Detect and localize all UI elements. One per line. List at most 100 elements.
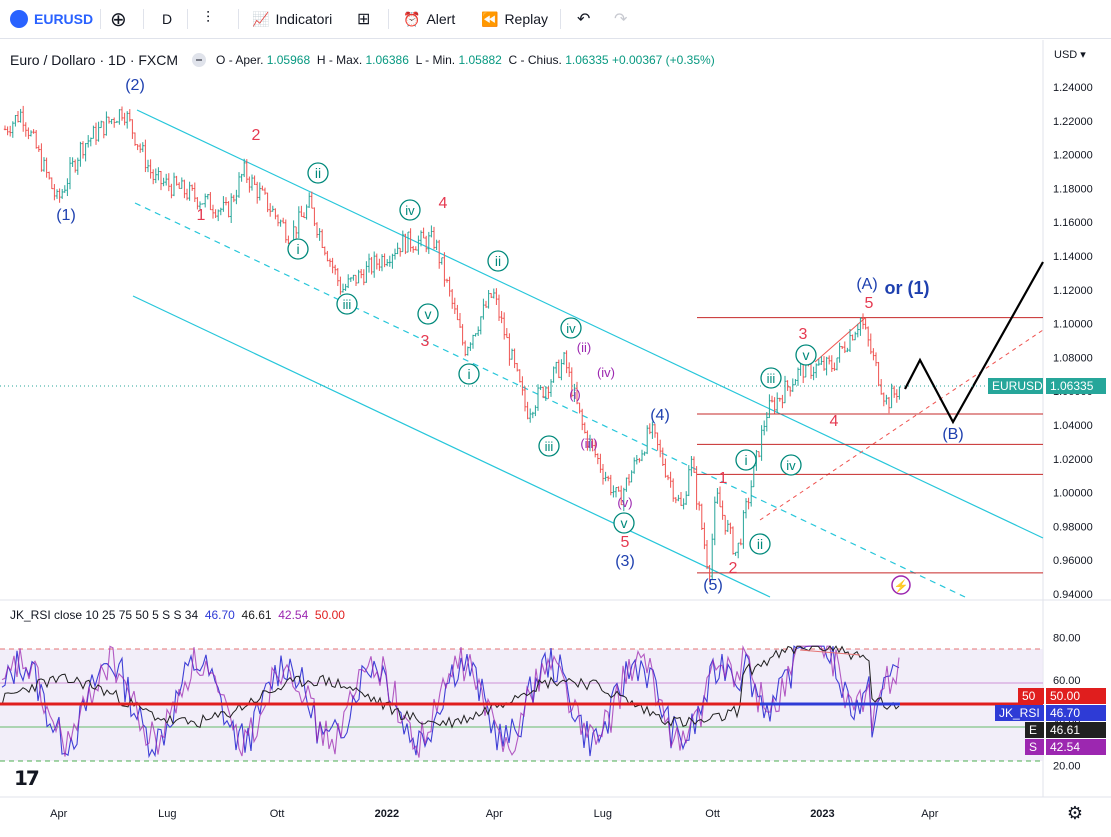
settings-gear-icon[interactable]: ⚙ [1067, 803, 1083, 823]
time-tick-label: Apr [921, 808, 938, 820]
wave-label: 3 [421, 333, 430, 350]
rsi-value-3: 42.54 [278, 608, 309, 622]
compare-plus-icon[interactable]: ⊕ [110, 8, 127, 31]
indicators-label: Indicatori [275, 11, 333, 27]
price-tick-label: 1.12000 [1053, 285, 1093, 297]
indicators-button[interactable]: 📈 Indicatori [252, 0, 332, 38]
toolbar-divider [238, 9, 239, 29]
wave-label: 4 [439, 195, 448, 212]
symbol-label: EURUSD [34, 11, 94, 27]
channel-upper-line [136, 109, 1044, 539]
time-tick-label: Ott [270, 808, 285, 820]
wave-label: 3 [799, 326, 808, 343]
wave-label: (A) [856, 276, 877, 293]
legend-toggle-icon[interactable] [192, 53, 207, 67]
alert-label: Alert [426, 11, 456, 27]
last-price-tag: 1.06335 [1046, 378, 1106, 394]
price-tick-label: 1.14000 [1053, 251, 1093, 263]
projection-path [904, 261, 1044, 425]
low-value: 1.05882 [458, 53, 502, 67]
low-label: L - Min. [415, 53, 456, 67]
price-tick-label: 1.08000 [1053, 352, 1093, 364]
wave-label: v [425, 306, 432, 322]
symbol-search[interactable]: EURUSD [10, 0, 93, 38]
wave-label: iii [343, 297, 352, 312]
top-toolbar: EURUSD ⊕ D ⫶ 📈 Indicatori ⊞ ⏰ Alert ⏪ Re… [0, 0, 1111, 39]
wave-label-circle [735, 449, 757, 471]
wave-label: (5) [703, 577, 723, 594]
wave-label-circle [458, 363, 480, 385]
templates-icon[interactable]: ⊞ [357, 11, 371, 28]
channel-mid-line [134, 202, 966, 598]
price-tag-value: 1.06335 [1050, 379, 1094, 393]
wave-label: ii [495, 253, 501, 269]
time-tick-label: Apr [50, 808, 67, 820]
wave-label: (1) [56, 207, 76, 224]
currency-selector[interactable]: USD ▾ [1054, 49, 1086, 61]
open-label: O - Aper. [216, 53, 264, 67]
price-tick-label: 0.96000 [1053, 555, 1093, 567]
wave-label: iv [786, 458, 796, 473]
rsi-series [1, 644, 900, 759]
redo-icon[interactable]: ↷ [614, 11, 628, 28]
tag-text: 46.70 [1050, 706, 1081, 720]
time-tick-label: Lug [158, 808, 176, 820]
wave-label: 2 [729, 560, 738, 577]
wave-label: iii [767, 371, 776, 386]
replay-label: Replay [504, 11, 549, 27]
time-tick-label: 2022 [375, 808, 399, 820]
price-tick-label: 0.94000 [1053, 589, 1093, 601]
high-value: 1.06386 [365, 53, 409, 67]
alert-button[interactable]: ⏰ Alert [403, 0, 455, 38]
price-tick-label: 0.98000 [1053, 521, 1093, 533]
wave-label: or (1) [885, 278, 930, 298]
wave-labels: (1)(2)12iiiiiiivv34iiiiiiivv(i)(ii)(iii)… [56, 77, 963, 594]
wave-label-circle [399, 199, 421, 221]
rsi-divergence-line [799, 649, 861, 656]
tag-text: 42.54 [1050, 740, 1081, 754]
tag-text: 50 [1022, 689, 1036, 703]
close-label: C - Chius. [508, 53, 562, 67]
undo-icon[interactable]: ↶ [577, 11, 591, 28]
rsi-line [1, 645, 900, 729]
wave-label: ii [315, 165, 321, 181]
price-tick-label: 1.22000 [1053, 116, 1093, 128]
price-tick-label: 1.24000 [1053, 82, 1093, 94]
alert-clock-icon: ⏰ [403, 10, 421, 27]
wave-label: 1 [719, 470, 728, 487]
toolbar-divider [187, 9, 188, 29]
channel-lower-line [132, 295, 771, 598]
wave-label: iii [545, 439, 554, 454]
wave-label: 5 [621, 534, 630, 551]
wave-label-circle [538, 435, 560, 457]
interval-button[interactable]: D [162, 11, 173, 27]
tag-text: 50.00 [1050, 689, 1081, 703]
wave-label: i [467, 366, 470, 382]
time-tick-label: Lug [594, 808, 612, 820]
price-axis: 1.24000 1.22000 1.20000 1.18000 1.16000 1.140… [1053, 82, 1093, 601]
toolbar-divider [100, 9, 101, 29]
price-tag-label: EURUSD [992, 379, 1043, 393]
wave-label-circle [336, 293, 358, 315]
tag-text: JK_RSI [999, 706, 1040, 720]
wave-label-circle [307, 162, 329, 184]
lightning-icon[interactable] [891, 575, 911, 595]
tag-text: S [1029, 740, 1038, 754]
rsi-tag-50-value: 50.00 [1046, 688, 1106, 704]
wave-label-circle [487, 250, 509, 272]
price-tick-label: 1.00000 [1053, 488, 1093, 500]
wave-label: (iv) [597, 365, 615, 380]
price-tick-label: 1.20000 [1053, 150, 1093, 162]
rsi-name: JK_RSI [10, 608, 51, 622]
replay-button[interactable]: ⏪ Replay [481, 0, 548, 38]
change-value: +0.00367 (+0.35%) [611, 53, 715, 67]
time-axis: Apr Lug Ott 2022 Apr Lug Ott 2023 Apr [50, 808, 939, 820]
tag-text: 46.61 [1050, 723, 1081, 737]
price-tick-label: 1.02000 [1053, 454, 1093, 466]
rsi-tag-s-label: S [1025, 739, 1044, 755]
rsi-tag-jk-value: 46.70 [1046, 705, 1106, 721]
candle-type-icon[interactable]: ⫶ [206, 10, 211, 27]
wave-label: iv [405, 203, 415, 218]
price-series [3, 105, 901, 582]
